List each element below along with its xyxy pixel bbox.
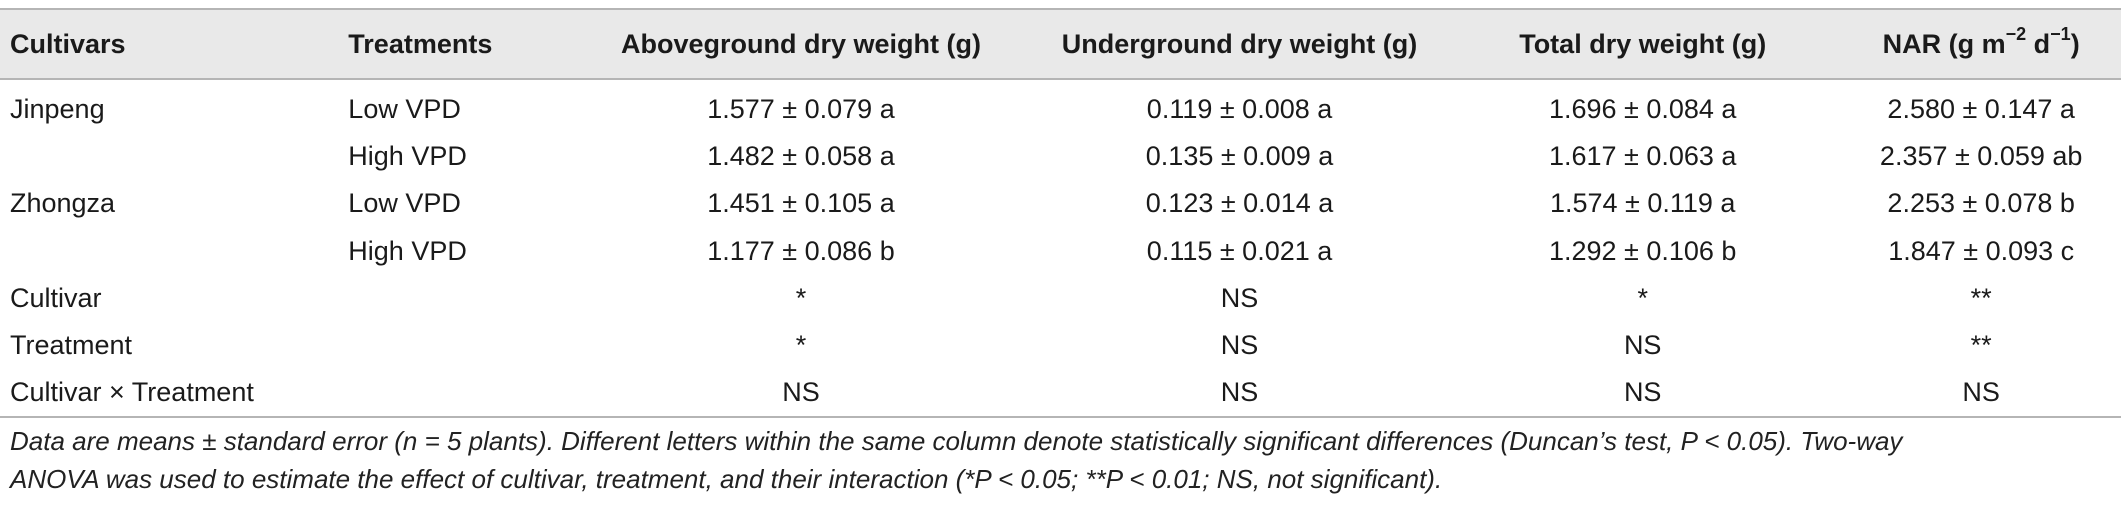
cell-cultivar: Jinpeng bbox=[10, 94, 105, 125]
cell-treatment: Low VPD bbox=[348, 188, 461, 219]
table-row: High VPD 1.482 ± 0.058 a 0.135 ± 0.009 a… bbox=[0, 133, 2121, 180]
table-row: Jinpeng Low VPD 1.577 ± 0.079 a 0.119 ± … bbox=[0, 79, 2121, 133]
cell-underground: 0.119 ± 0.008 a bbox=[1146, 94, 1333, 125]
cell-treatment bbox=[348, 369, 567, 419]
cell-aboveground: 1.177 ± 0.086 b bbox=[707, 235, 895, 266]
cell-aboveground: * bbox=[795, 330, 807, 361]
cell-underground: 0.115 ± 0.021 a bbox=[1146, 235, 1333, 266]
cell-aboveground: * bbox=[795, 282, 807, 313]
footnote-line-2: ANOVA was used to estimate the effect of… bbox=[10, 464, 1443, 494]
cell-nar: 1.847 ± 0.093 c bbox=[1888, 235, 2075, 266]
cell-nar: ** bbox=[1970, 282, 1992, 313]
cell-underground: NS bbox=[1035, 369, 1445, 419]
cell-nar: 2.580 ± 0.147 a bbox=[1887, 94, 2075, 125]
data-table: Cultivars Treatments Aboveground dry wei… bbox=[0, 8, 2121, 419]
header-row: Cultivars Treatments Aboveground dry wei… bbox=[0, 8, 2121, 80]
table-row: Cultivar × Treatment NS NS NS NS bbox=[0, 369, 2121, 419]
cell-underground: 0.123 ± 0.014 a bbox=[1145, 188, 1334, 219]
cell-total: 1.574 ± 0.119 a bbox=[1549, 188, 1736, 219]
cell-underground: NS bbox=[1220, 330, 1259, 361]
footnote-line-1: Data are means ± standard error (n = 5 p… bbox=[10, 426, 1903, 456]
cell-nar: NS bbox=[1841, 369, 2121, 419]
cell-cultivar: Cultivar bbox=[10, 282, 102, 313]
table-row: Cultivar * NS * ** bbox=[0, 275, 2121, 322]
cell-cultivar: Treatment bbox=[10, 330, 133, 361]
table-row: Zhongza Low VPD 1.451 ± 0.105 a 0.123 ± … bbox=[0, 180, 2121, 227]
header-total: Total dry weight (g) bbox=[1444, 8, 1842, 80]
cell-aboveground: 1.577 ± 0.079 a bbox=[707, 94, 895, 125]
table-body: Jinpeng Low VPD 1.577 ± 0.079 a 0.119 ± … bbox=[0, 79, 2121, 419]
cell-cultivar bbox=[0, 133, 348, 180]
cell-underground: 0.135 ± 0.009 a bbox=[1145, 141, 1334, 172]
cell-nar: 2.357 ± 0.059 ab bbox=[1879, 141, 2083, 172]
cell-nar: 2.253 ± 0.078 b bbox=[1887, 188, 2075, 219]
nar-mid: d bbox=[2026, 28, 2051, 59]
nar-suffix: ) bbox=[2070, 28, 2080, 59]
cell-treatment bbox=[348, 322, 567, 369]
cell-total: 1.292 ± 0.106 b bbox=[1548, 235, 1737, 266]
cell-treatment bbox=[348, 275, 567, 322]
cell-underground: NS bbox=[1220, 282, 1259, 313]
cell-total: NS bbox=[1444, 369, 1842, 419]
cell-nar: ** bbox=[1970, 330, 1992, 361]
table-header: Cultivars Treatments Aboveground dry wei… bbox=[0, 8, 2121, 80]
cell-aboveground: 1.482 ± 0.058 a bbox=[707, 141, 895, 172]
table-row: High VPD 1.177 ± 0.086 b 0.115 ± 0.021 a… bbox=[0, 228, 2121, 275]
cell-total: NS bbox=[1623, 330, 1662, 361]
cell-treatment: High VPD bbox=[348, 235, 467, 266]
header-treatments: Treatments bbox=[348, 8, 567, 80]
cell-total: 1.617 ± 0.063 a bbox=[1548, 141, 1737, 172]
cell-cultivar bbox=[0, 228, 348, 275]
header-nar: NAR (g m−2 d−1) bbox=[1841, 8, 2121, 80]
cell-cultivar: Cultivar × Treatment bbox=[0, 369, 349, 419]
cell-aboveground: 1.451 ± 0.105 a bbox=[707, 188, 895, 219]
table-footnote: Data are means ± standard error (n = 5 p… bbox=[10, 422, 2110, 498]
cell-treatment: Low VPD bbox=[348, 94, 461, 125]
header-cultivars: Cultivars bbox=[0, 8, 349, 80]
table-row: Treatment * NS NS ** bbox=[0, 322, 2121, 369]
header-aboveground: Aboveground dry weight (g) bbox=[566, 8, 1036, 80]
nar-exponent-2: −1 bbox=[2050, 23, 2071, 44]
cell-aboveground: NS bbox=[566, 369, 1036, 419]
cell-cultivar: Zhongza bbox=[10, 188, 116, 219]
nar-exponent-1: −2 bbox=[2005, 23, 2027, 44]
cell-total: * bbox=[1637, 282, 1648, 313]
nar-prefix: NAR (g m bbox=[1882, 28, 2006, 59]
cell-total: 1.696 ± 0.084 a bbox=[1548, 94, 1737, 125]
cell-treatment: High VPD bbox=[348, 141, 467, 172]
header-underground: Underground dry weight (g) bbox=[1035, 8, 1445, 80]
